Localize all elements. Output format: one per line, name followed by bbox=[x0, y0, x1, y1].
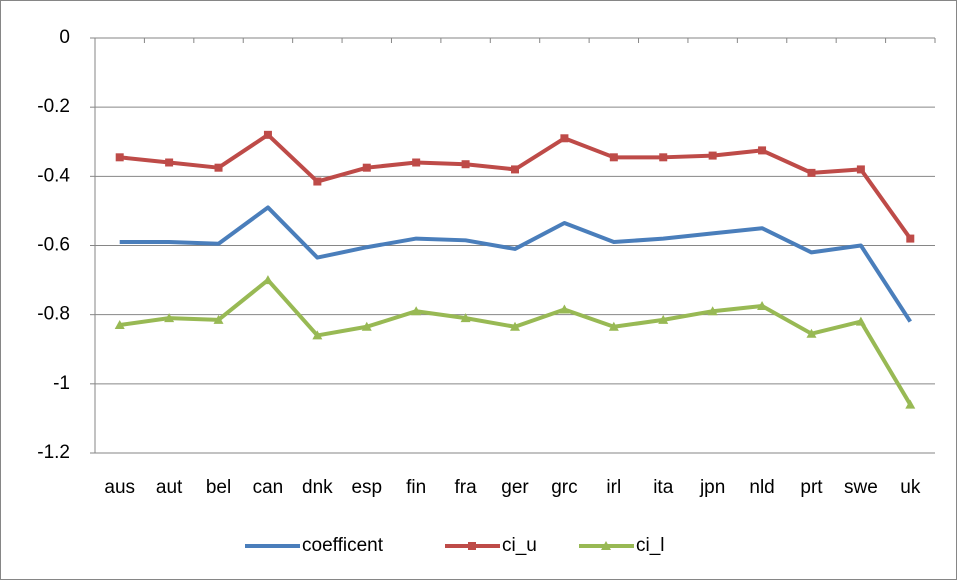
marker bbox=[214, 163, 223, 172]
x-tick-label: fra bbox=[454, 477, 477, 498]
marker bbox=[115, 153, 124, 162]
x-tick-label: dnk bbox=[302, 477, 333, 498]
marker bbox=[708, 151, 717, 160]
marker bbox=[806, 328, 817, 338]
marker bbox=[114, 320, 125, 330]
x-tick-label: jpn bbox=[699, 477, 725, 498]
x-tick-label: ger bbox=[501, 477, 529, 498]
marker bbox=[601, 541, 611, 550]
marker bbox=[460, 313, 471, 323]
x-tick-label: prt bbox=[800, 477, 823, 498]
y-tick-label: -1.2 bbox=[37, 442, 70, 463]
x-tick-label: fin bbox=[406, 477, 426, 498]
y-tick-label: -1 bbox=[53, 373, 70, 394]
x-tick-label: aus bbox=[104, 477, 135, 498]
marker bbox=[412, 158, 421, 167]
marker bbox=[905, 399, 916, 409]
marker bbox=[411, 306, 422, 316]
marker bbox=[757, 301, 768, 311]
marker bbox=[906, 234, 915, 243]
x-tick-label: swe bbox=[844, 477, 878, 498]
marker bbox=[559, 304, 570, 314]
marker bbox=[510, 321, 520, 331]
x-tick-label: grc bbox=[551, 477, 577, 498]
marker bbox=[511, 165, 519, 174]
x-tick-label: can bbox=[253, 477, 284, 498]
marker bbox=[312, 330, 323, 340]
legend-label: coefficent bbox=[302, 535, 384, 556]
marker bbox=[659, 153, 668, 162]
y-tick-label: -0.4 bbox=[37, 165, 70, 186]
marker bbox=[165, 158, 174, 167]
marker bbox=[213, 314, 224, 324]
marker bbox=[608, 321, 619, 331]
x-tick-label: ita bbox=[653, 477, 674, 498]
marker bbox=[468, 542, 476, 550]
y-tick-label: 0 bbox=[59, 27, 70, 48]
marker bbox=[461, 160, 470, 169]
x-tick-label: esp bbox=[351, 477, 382, 498]
marker bbox=[856, 165, 865, 174]
series-line bbox=[119, 205, 912, 323]
y-tick-label: -0.2 bbox=[37, 96, 70, 117]
legend-label: ci_u bbox=[502, 535, 537, 556]
marker bbox=[707, 306, 718, 316]
marker bbox=[758, 146, 767, 155]
marker bbox=[609, 153, 618, 162]
x-tick-label: uk bbox=[900, 477, 921, 498]
marker bbox=[164, 313, 175, 323]
x-tick-label: bel bbox=[206, 477, 231, 498]
marker bbox=[855, 316, 866, 326]
x-tick-label: irl bbox=[606, 477, 621, 498]
marker bbox=[658, 314, 669, 324]
x-tick-label: nld bbox=[749, 477, 774, 498]
marker bbox=[262, 275, 273, 285]
y-tick-label: -0.6 bbox=[37, 235, 70, 256]
marker bbox=[313, 177, 322, 186]
y-tick-label: -0.8 bbox=[37, 304, 70, 325]
marker bbox=[263, 130, 272, 139]
legend-label: ci_l bbox=[636, 535, 665, 556]
marker bbox=[362, 163, 371, 172]
marker bbox=[361, 321, 372, 331]
x-tick-label: aut bbox=[156, 477, 183, 498]
marker bbox=[560, 134, 569, 143]
marker bbox=[807, 168, 816, 177]
